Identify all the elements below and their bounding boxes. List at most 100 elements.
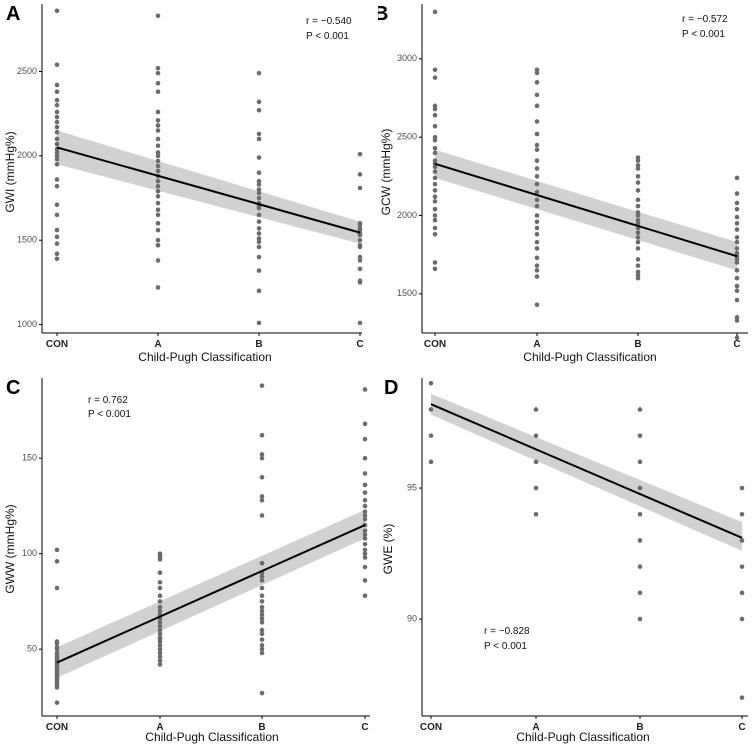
y-tick-label: 95 [407,482,417,492]
data-point [739,485,745,491]
annotation-r-b: r = −0.572 [682,14,728,25]
data-point [357,185,363,191]
data-point [635,257,641,262]
data-point [155,70,161,76]
data-point [155,65,161,71]
data-point [54,212,60,218]
data-point [155,227,161,233]
data-point [432,9,438,15]
data-point [157,585,163,591]
data-point [155,128,161,133]
data-point [637,407,643,412]
y-axis-label-a: GWI (mmHg%) [3,131,17,212]
data-point [635,221,641,226]
data-point [534,131,540,137]
chart-c: C r = 0.762 P < 0.001 Child-Pugh Classif… [3,377,370,744]
data-point [428,459,434,465]
data-point [635,166,641,171]
data-point [256,320,262,326]
panel-letter-a: A [6,3,20,25]
data-point [635,239,641,245]
data-point [54,109,60,115]
annotation-p-c: P < 0.001 [88,409,131,420]
data-point [362,547,368,553]
data-point [155,163,161,169]
data-point [155,285,161,290]
data-point [734,214,740,220]
data-point [256,268,262,273]
data-point [432,150,438,156]
data-point [362,490,368,495]
data-point [362,513,368,518]
data-point [54,161,60,167]
data-point [155,194,161,199]
data-point [155,150,161,155]
data-point [155,109,161,115]
x-tick-label-b: B [636,722,643,733]
data-point [739,564,745,569]
y-tick-label: 2000 [397,210,417,220]
data-point [259,513,265,518]
data-point [256,231,262,236]
y-tick-label: 100 [22,548,37,558]
x-tick-label-con: CON [420,722,442,733]
y-tick-label: 150 [22,453,37,463]
data-point [428,407,434,412]
data-point [637,433,643,438]
data-point [534,147,540,152]
data-point [54,256,60,262]
y-tick-label: 2000 [17,150,37,160]
data-point [155,118,161,123]
data-point [157,627,163,633]
y-tick-label: 2500 [17,66,37,76]
data-point [54,585,60,591]
data-point [637,590,643,596]
data-point [534,274,540,279]
data-point [637,564,643,569]
data-point [259,497,265,503]
data-point [256,239,262,245]
data-point [155,123,161,128]
data-point [432,206,438,212]
data-point [155,183,161,189]
x-tick-label-con: CON [46,722,68,733]
data-point [534,158,540,163]
data-point [734,297,740,303]
data-point [534,189,540,195]
x-tick-label-c: C [738,722,745,733]
data-point [534,197,540,203]
data-point [157,557,163,562]
data-point [256,288,262,294]
x-axis-label-a: Child-Pugh Classification [138,350,271,364]
data-point [637,538,643,543]
data-point [357,222,363,228]
panel-b: B r = −0.572 P < 0.001 Child-Pugh Classi… [378,0,756,374]
data-point [54,82,60,88]
data-point [256,107,262,113]
data-point [256,190,262,196]
data-point [533,459,539,465]
data-point [155,242,161,248]
data-point [357,237,363,243]
data-point [635,158,641,163]
data-point [256,219,262,224]
data-point [256,182,262,187]
y-axis-label-d: GWE (%) [381,524,395,575]
data-point [432,181,438,187]
chart-a: A r = −0.540 P < 0.001 Child-Pugh Classi… [3,3,364,364]
plot-area-a: 1000 1500 2000 2500 CON A B C [17,4,364,350]
x-axis-label-b: Child-Pugh Classification [523,350,656,364]
data-point [256,170,262,176]
data-point [635,203,641,209]
data-point [157,608,163,614]
data-point [432,225,438,231]
chart-d: D r = −0.828 P < 0.001 Child-Pugh Classi… [381,377,748,744]
x-tick-label-con: CON [46,339,68,350]
data-point [362,528,368,534]
data-point [155,212,161,218]
data-point [54,62,60,68]
plot-area-b: 1500 2000 2500 3000 CON A B C [397,4,748,350]
panel-d: D r = −0.828 P < 0.001 Child-Pugh Classi… [378,374,756,748]
confidence-band [431,393,742,551]
data-point [635,246,641,251]
